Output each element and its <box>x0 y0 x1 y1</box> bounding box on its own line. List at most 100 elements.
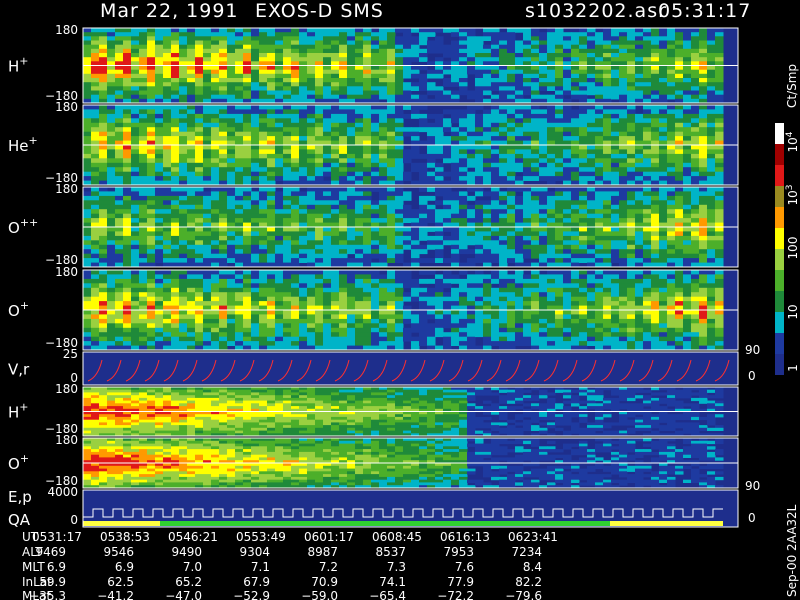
spectrogram-cell <box>155 318 164 324</box>
spectrogram-cell <box>587 227 596 232</box>
spectrogram-cell <box>587 240 596 246</box>
spectrogram-cell <box>355 131 364 137</box>
spectrogram-cell <box>211 278 220 284</box>
spectrogram-cell <box>83 36 92 41</box>
spectrogram-cell <box>187 310 196 315</box>
spectrogram-cell <box>371 204 380 210</box>
spectrogram-cell <box>99 158 108 164</box>
spectrogram-cell <box>467 136 476 141</box>
spectrogram-cell <box>603 61 612 66</box>
spectrogram-cell <box>251 82 260 87</box>
spectrogram-cell <box>523 213 532 219</box>
spectrogram-cell <box>195 131 204 137</box>
spectrogram-cell <box>163 310 172 315</box>
spectrogram-cell <box>523 90 532 96</box>
spectrogram-cell <box>123 200 132 206</box>
spectrogram-cell <box>115 113 124 119</box>
spectrogram-cell <box>699 171 708 177</box>
spectrogram-cell <box>627 167 636 173</box>
spectrogram-cell <box>147 53 156 58</box>
spectrogram-cell <box>251 127 260 133</box>
spectrogram-cell <box>595 65 604 71</box>
spectrogram-cell <box>115 240 124 246</box>
spectrogram-cell <box>611 36 620 41</box>
spectrogram-cell <box>339 262 348 268</box>
spectrogram-cell <box>563 40 572 46</box>
spectrogram-cell <box>163 244 172 250</box>
spectrogram-cell <box>123 44 132 50</box>
spectrogram-cell <box>435 318 444 324</box>
spectrogram-cell <box>83 162 92 168</box>
spectrogram-cell <box>699 32 708 37</box>
spectrogram-cell <box>139 341 148 346</box>
spectrogram-cell <box>235 270 244 275</box>
spectrogram-cell <box>203 278 212 284</box>
spectrogram-cell <box>283 191 292 197</box>
spectrogram-cell <box>667 118 676 124</box>
spectrogram-cell <box>371 345 380 351</box>
spectrogram-cell <box>523 231 532 237</box>
spectrogram-cell <box>451 231 460 237</box>
spectrogram-cell <box>283 57 292 62</box>
spectrogram-cell <box>387 249 396 255</box>
spectrogram-cell <box>339 127 348 133</box>
spectrogram-cell <box>435 213 444 219</box>
spectrogram-cell <box>379 44 388 50</box>
spectrogram-cell <box>619 204 628 210</box>
spectrogram-cell <box>451 131 460 137</box>
spectrogram-cell <box>99 109 108 115</box>
spectrogram-cell <box>627 204 636 210</box>
spectrogram-cell <box>395 149 404 155</box>
spectrogram-cell <box>387 213 396 219</box>
spectrogram-cell <box>379 336 388 342</box>
spectrogram-cell <box>323 32 332 37</box>
spectrogram-cell <box>707 69 716 75</box>
spectrogram-cell <box>451 109 460 115</box>
spectrogram-cell <box>603 158 612 164</box>
spectrogram-cell <box>683 149 692 155</box>
spectrogram-cell <box>203 336 212 342</box>
spectrogram-cell <box>331 145 340 150</box>
spectrogram-cell <box>659 167 668 173</box>
spectrogram-cell <box>691 209 700 215</box>
spectrogram-cell <box>211 258 220 263</box>
spectrogram-cell <box>331 158 340 164</box>
spectrogram-cell <box>211 296 220 302</box>
spectrogram-cell <box>323 118 332 124</box>
spectrogram-cell <box>675 61 684 66</box>
spectrogram-cell <box>211 323 220 329</box>
spectrogram-cell <box>179 204 188 210</box>
spectrogram-cell <box>595 140 604 146</box>
spectrogram-cell <box>251 53 260 58</box>
spectrogram-cell <box>691 218 700 223</box>
spectrogram-cell <box>379 209 388 215</box>
spectrogram-cell <box>411 167 420 173</box>
spectrogram-cell <box>107 32 116 37</box>
spectrogram-cell <box>331 332 340 338</box>
spectrogram-cell <box>203 341 212 346</box>
spectrogram-cell <box>475 145 484 150</box>
spectrogram-cell <box>563 195 572 201</box>
spectrogram-cell <box>283 48 292 54</box>
spectrogram-cell <box>187 162 196 168</box>
spectrogram-cell <box>651 40 660 46</box>
spectrogram-cell <box>387 105 396 110</box>
spectrogram-cell <box>643 113 652 119</box>
spectrogram-cell <box>339 222 348 228</box>
spectrogram-cell <box>323 69 332 75</box>
spectrogram-cell <box>523 187 532 192</box>
spectrogram-cell <box>315 253 324 259</box>
spectrogram-cell <box>315 213 324 219</box>
spectrogram-cell <box>371 305 380 311</box>
spectrogram-cell <box>259 57 268 62</box>
spectrogram-cell <box>283 167 292 173</box>
spectrogram-cell <box>227 122 236 128</box>
spectrogram-cell <box>587 73 596 79</box>
spectrogram-cell <box>363 32 372 37</box>
spectrogram-cell <box>659 231 668 237</box>
spectrogram-cell <box>443 118 452 124</box>
spectrogram-cell <box>507 240 516 246</box>
spectrogram-cell <box>243 296 252 302</box>
spectrogram-cell <box>699 131 708 137</box>
